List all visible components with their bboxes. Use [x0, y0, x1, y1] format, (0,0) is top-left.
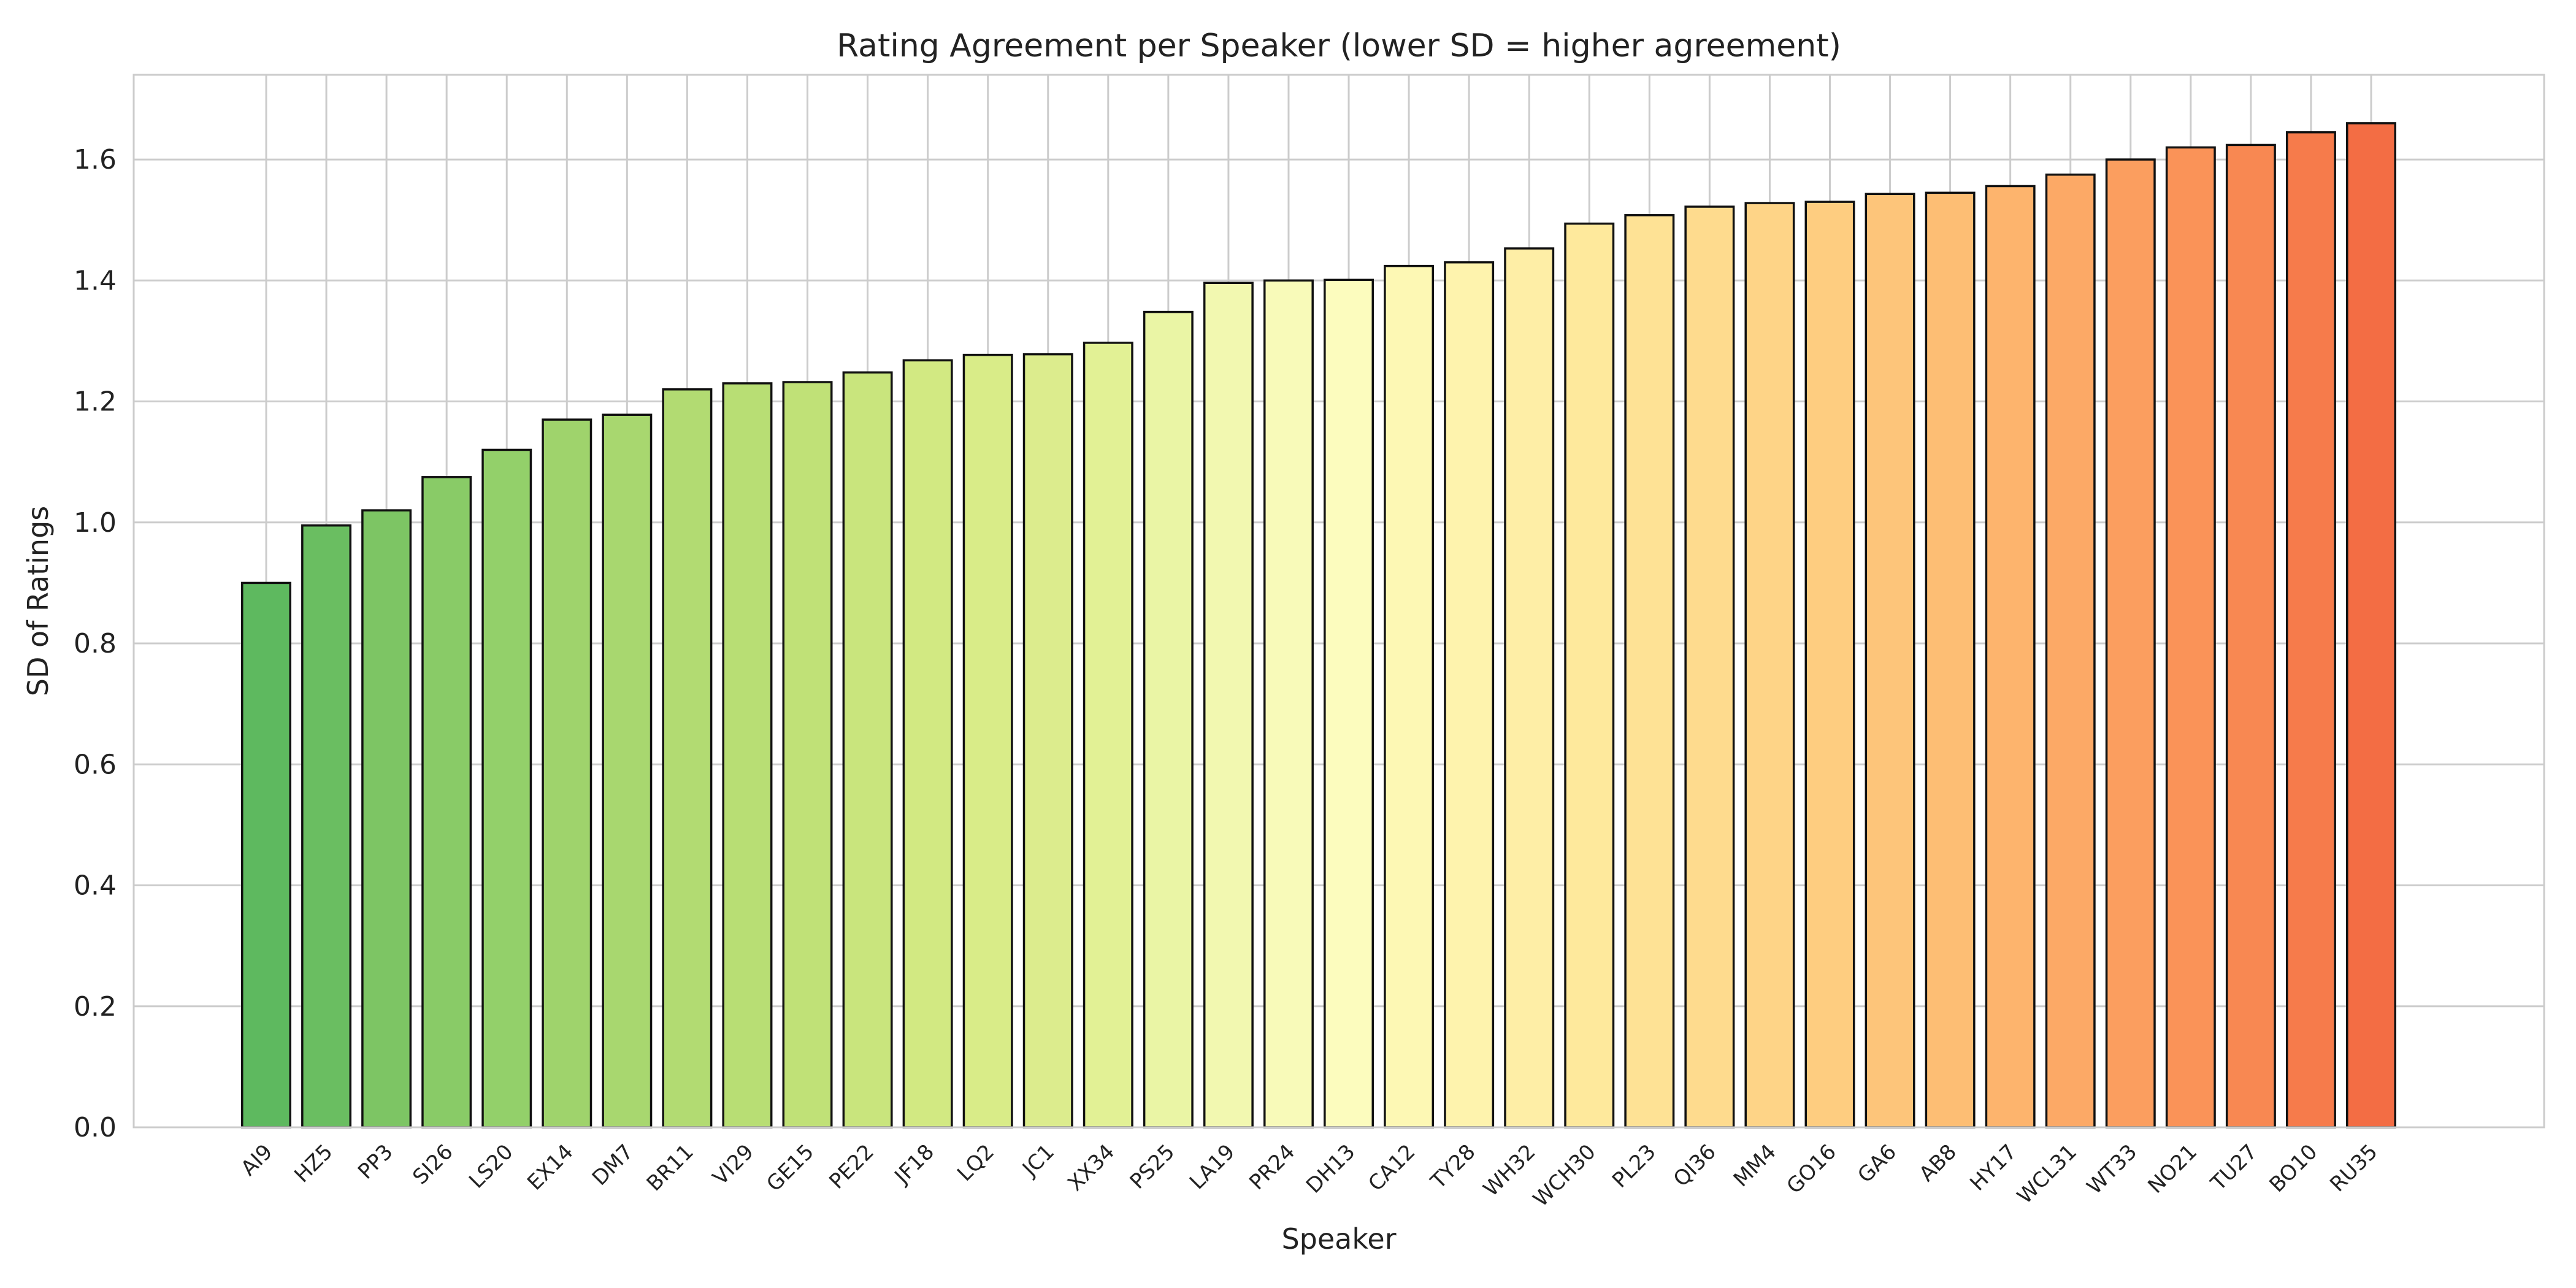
bar-mm4 [1744, 202, 1795, 1129]
bar-hz5 [301, 524, 352, 1129]
x-axis-label: Speaker [1281, 1222, 1396, 1255]
bar-ga6 [1865, 193, 1915, 1129]
y-tick-label: 1.0 [74, 507, 117, 539]
bar-wch30 [1564, 222, 1615, 1129]
bar-hy17 [1985, 185, 2036, 1129]
bar-si26 [421, 476, 472, 1129]
x-tick-label: AB8 [1914, 1140, 1961, 1187]
x-tick-label: PP3 [353, 1140, 398, 1184]
bar-tu27 [2225, 144, 2276, 1129]
bar-pp3 [361, 509, 412, 1129]
x-tick-label: WCL31 [2012, 1140, 2082, 1209]
x-tick-label: LA19 [1185, 1140, 1240, 1194]
x-tick-label: HY17 [1965, 1140, 2022, 1196]
bar-xx34 [1083, 342, 1133, 1129]
bar-qi36 [1684, 205, 1735, 1129]
bar-pe22 [842, 371, 893, 1129]
bar-la19 [1203, 282, 1254, 1129]
x-tick-label: MM4 [1729, 1140, 1781, 1192]
x-tick-label: CA12 [1363, 1140, 1420, 1196]
y-tick-label: 1.6 [74, 144, 117, 175]
bar-bo10 [2285, 131, 2336, 1129]
bar-wcl31 [2045, 173, 2096, 1129]
bar-dm7 [602, 413, 653, 1129]
bar-ge15 [782, 381, 833, 1129]
x-tick-label: JF18 [889, 1140, 939, 1189]
x-tick-label: TU27 [2206, 1140, 2262, 1196]
bar-ps25 [1143, 310, 1194, 1129]
bar-dh13 [1324, 278, 1374, 1129]
y-axis-ticks: 0.0 0.2 0.4 0.6 0.8 1.0 1.2 1.4 1.6 [74, 144, 117, 1143]
x-tick-label: WT33 [2082, 1140, 2142, 1199]
y-tick-label: 0.6 [74, 749, 117, 780]
bar-no21 [2165, 146, 2216, 1129]
bar-jc1 [1022, 353, 1073, 1129]
y-tick-label: 0.0 [74, 1112, 117, 1143]
bars [241, 122, 2396, 1129]
y-tick-label: 0.2 [74, 991, 117, 1022]
bar-wh32 [1504, 247, 1555, 1129]
x-tick-label: NO21 [2143, 1140, 2202, 1198]
bar-pr24 [1263, 279, 1314, 1129]
x-tick-label: GE15 [762, 1140, 819, 1197]
bar-ty28 [1444, 261, 1495, 1129]
x-tick-label: PS25 [1125, 1140, 1180, 1194]
x-tick-label: AI9 [236, 1140, 277, 1181]
x-tick-label: XX34 [1063, 1140, 1119, 1196]
y-tick-label: 1.4 [74, 265, 117, 296]
y-tick-label: 0.4 [74, 870, 117, 902]
y-tick-label: 0.8 [74, 628, 117, 659]
x-tick-label: GO16 [1782, 1140, 1841, 1198]
bar-jf18 [902, 359, 953, 1129]
x-tick-label: TY28 [1426, 1140, 1481, 1194]
bar-ab8 [1925, 191, 1976, 1129]
x-tick-label: SI26 [408, 1140, 458, 1189]
x-axis-ticks: AI9 HZ5 PP3 SI26 LS20 EX14 DM7 BR11 VI29 GE15 PE22… [236, 1140, 2382, 1212]
bar-ru35 [2346, 122, 2396, 1129]
x-tick-label: HZ5 [289, 1140, 337, 1187]
bar-go16 [1804, 201, 1855, 1129]
x-tick-label: QI36 [1669, 1140, 1721, 1192]
x-tick-label: LS20 [464, 1140, 518, 1194]
x-tick-label: LQ2 [953, 1140, 999, 1186]
x-tick-label: VI29 [708, 1140, 758, 1190]
bar-pl23 [1624, 214, 1675, 1129]
bar-ex14 [542, 418, 592, 1129]
x-tick-label: PL23 [1608, 1140, 1661, 1193]
bar-lq2 [962, 353, 1013, 1129]
x-tick-label: DH13 [1301, 1140, 1360, 1198]
x-tick-label: RU35 [2325, 1140, 2382, 1197]
bar-br11 [662, 388, 713, 1129]
chart-title: Rating Agreement per Speaker (lower SD =… [837, 28, 1841, 64]
x-tick-label: DM7 [588, 1140, 638, 1190]
bar-ls20 [481, 448, 532, 1129]
x-tick-label: EX14 [523, 1140, 578, 1195]
y-axis-label: SD of Ratings [21, 506, 55, 696]
x-tick-label: PR24 [1244, 1140, 1300, 1195]
x-tick-label: BO10 [2264, 1140, 2322, 1197]
bar-ai9 [241, 581, 291, 1129]
x-tick-label: WCH30 [1528, 1140, 1601, 1212]
x-tick-label: BR11 [642, 1140, 699, 1196]
bar-wt33 [2105, 158, 2156, 1129]
plot-frame [132, 74, 2545, 1129]
y-tick-label: 1.2 [74, 386, 117, 418]
x-tick-label: GA6 [1853, 1140, 1901, 1188]
x-tick-label: JC1 [1017, 1140, 1059, 1182]
bar-ca12 [1384, 264, 1435, 1129]
x-tick-label: PE22 [824, 1140, 879, 1194]
bar-vi29 [722, 382, 773, 1129]
